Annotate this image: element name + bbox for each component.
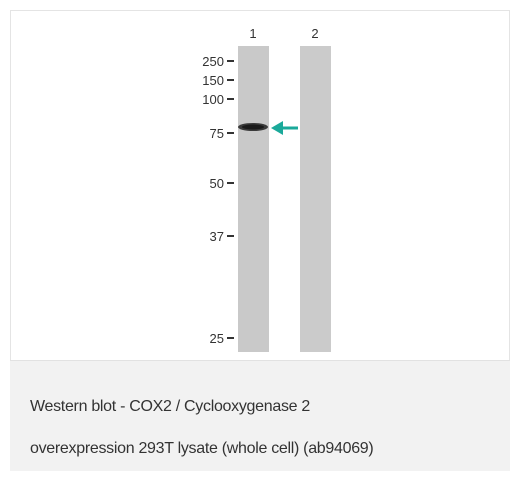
caption-line: overexpression 293T lysate (whole cell) … [30, 440, 373, 458]
band-core [242, 125, 264, 130]
lane [238, 46, 269, 352]
caption-line: Western blot - COX2 / Cyclooxygenase 2 [30, 398, 310, 416]
lane-label: 2 [311, 26, 318, 41]
marker-label: 37 [210, 229, 224, 244]
caption: Western blot - COX2 / Cyclooxygenase 2 o… [10, 360, 510, 471]
marker-label: 25 [210, 331, 224, 346]
lane-label: 1 [249, 26, 256, 41]
marker-label: 75 [210, 126, 224, 141]
marker-label: 50 [210, 176, 224, 191]
marker-label: 150 [202, 73, 224, 88]
marker-label: 250 [202, 54, 224, 69]
marker-label: 100 [202, 92, 224, 107]
lane [300, 46, 331, 352]
page: 1 2 250 150 100 75 50 37 25 Western blot - COX… [0, 0, 510, 490]
blot-figure: 1 2 250 150 100 75 50 37 25 [0, 0, 510, 362]
